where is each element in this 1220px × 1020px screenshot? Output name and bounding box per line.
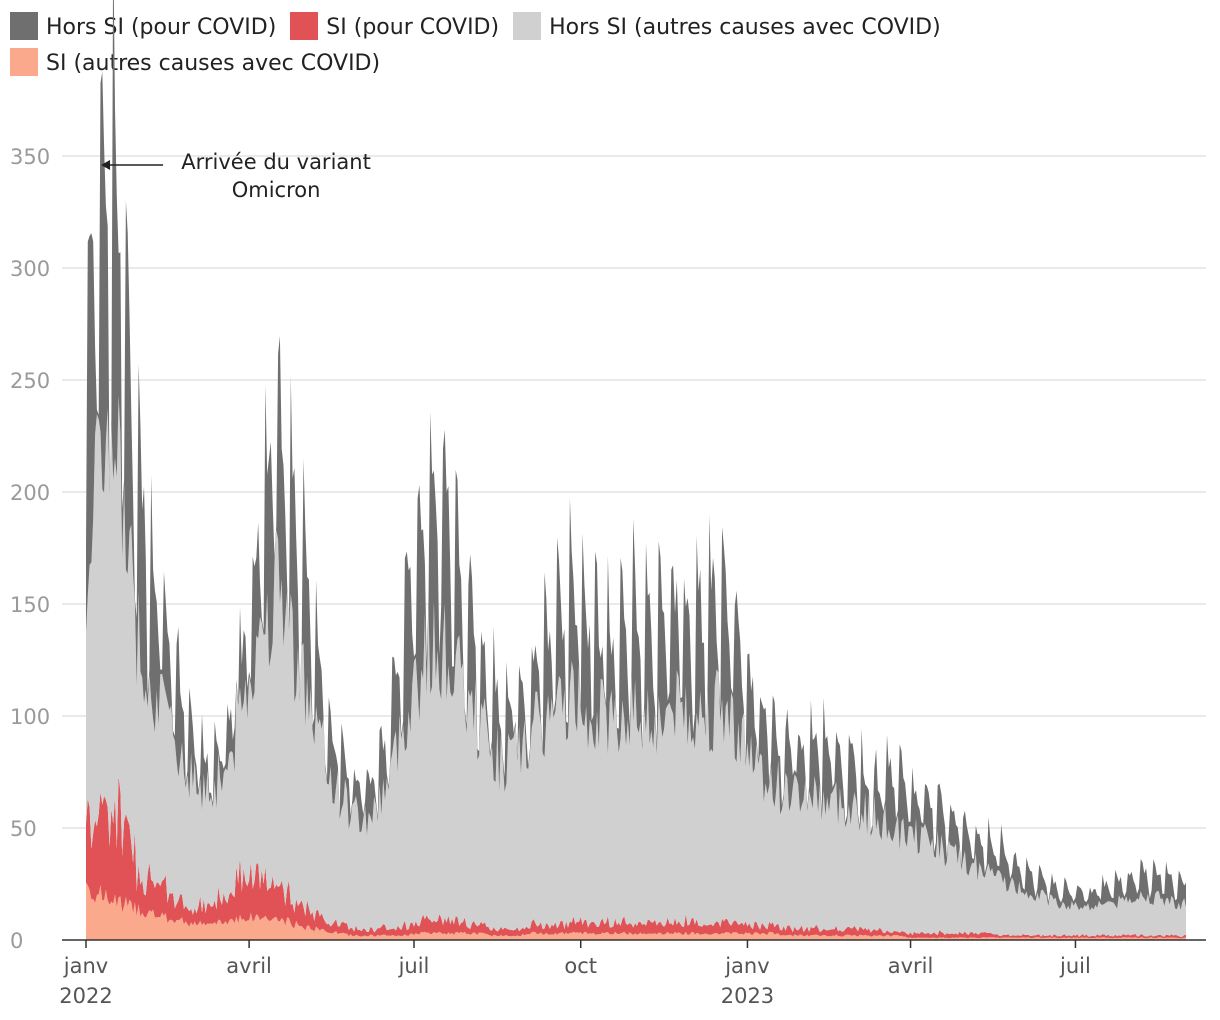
x-tick-year-label: 2022 bbox=[59, 984, 112, 1008]
series-area-hors-si-autres bbox=[86, 395, 1186, 937]
legend-item-hors-si-autres[interactable]: Hors SI (autres causes avec COVID) bbox=[513, 10, 941, 46]
annotation-arrow-head bbox=[101, 159, 111, 170]
legend: Hors SI (pour COVID) SI (pour COVID) Hors … bbox=[10, 10, 1210, 82]
legend-swatch bbox=[290, 12, 319, 40]
y-tick-label: 350 bbox=[10, 145, 50, 169]
y-tick-label: 100 bbox=[10, 705, 50, 729]
legend-label: Hors SI (autres causes avec COVID) bbox=[549, 15, 941, 40]
legend-label: Hors SI (pour COVID) bbox=[46, 15, 277, 40]
x-tick-label: janv bbox=[724, 954, 769, 978]
y-tick-label: 250 bbox=[10, 369, 50, 393]
x-tick-label: avril bbox=[226, 954, 272, 978]
y-tick-label: 0 bbox=[10, 929, 23, 953]
y-tick-label: 150 bbox=[10, 593, 50, 617]
series-area-si-autres bbox=[86, 882, 1186, 940]
annotation-text: Arrivée du variant bbox=[181, 150, 371, 174]
y-tick-label: 300 bbox=[10, 257, 50, 281]
x-tick-label: janv bbox=[63, 954, 108, 978]
series-area-si-covid bbox=[86, 776, 1186, 939]
legend-swatch bbox=[10, 12, 38, 40]
legend-swatch bbox=[10, 48, 38, 76]
legend-label: SI (pour COVID) bbox=[326, 15, 500, 40]
x-tick-year-label: 2023 bbox=[721, 984, 774, 1008]
x-tick-label: oct bbox=[564, 954, 597, 978]
y-tick-label: 50 bbox=[10, 817, 37, 841]
x-tick-label: juil bbox=[1059, 954, 1091, 978]
annotation-text: Omicron bbox=[232, 178, 321, 202]
x-tick-label: avril bbox=[888, 954, 934, 978]
legend-item-si-autres[interactable]: SI (autres causes avec COVID) bbox=[10, 46, 380, 82]
legend-item-si-covid[interactable]: SI (pour COVID) bbox=[290, 10, 499, 46]
legend-label: SI (autres causes avec COVID) bbox=[46, 51, 381, 76]
x-tick-label: juil bbox=[398, 954, 430, 978]
legend-swatch bbox=[513, 12, 542, 40]
y-tick-label: 200 bbox=[10, 481, 50, 505]
legend-item-hors-si-covid[interactable]: Hors SI (pour COVID) bbox=[10, 10, 276, 46]
